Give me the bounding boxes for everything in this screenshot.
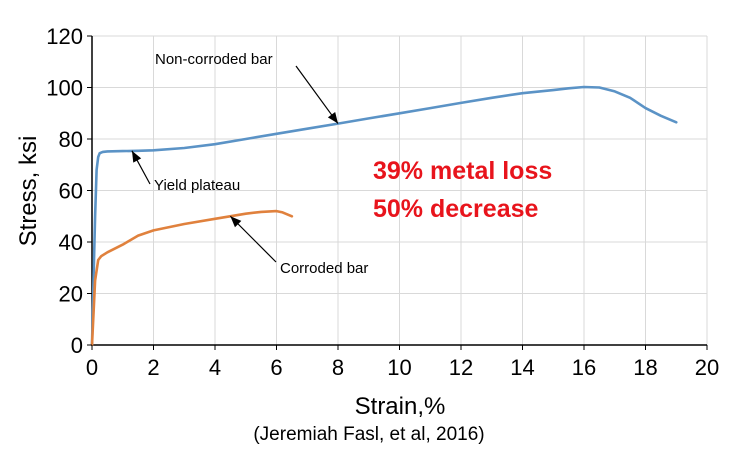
x-axis-title: Strain,% bbox=[355, 393, 446, 420]
annotation-non-corroded-bar: Non-corroded bar bbox=[155, 51, 273, 68]
arrow-yield-plateau bbox=[131, 150, 151, 185]
x-tick-label: 20 bbox=[695, 355, 719, 380]
y-tick-label: 60 bbox=[59, 179, 83, 204]
y-tick-label: 20 bbox=[59, 282, 83, 307]
x-tick-label: 18 bbox=[633, 355, 657, 380]
y-axis-title: Stress, ksi bbox=[15, 136, 42, 247]
series-layer bbox=[90, 85, 678, 347]
x-tick-label: 0 bbox=[86, 355, 98, 380]
annotation-arrows bbox=[131, 65, 339, 263]
x-tick-label: 16 bbox=[572, 355, 596, 380]
x-tick-label: 2 bbox=[147, 355, 159, 380]
series-line-non-corroded-bar bbox=[90, 85, 678, 347]
ticks: 0 2 4 6 8 10 12 14 16 18 20 0 20 40 60 80 100 120 bbox=[46, 24, 719, 380]
arrow-corroded-bar bbox=[229, 215, 277, 263]
x-tick-label: 4 bbox=[209, 355, 221, 380]
annotation-corroded-bar: Corroded bar bbox=[280, 260, 368, 277]
callout-metal-loss: 39% metal loss bbox=[373, 157, 552, 185]
citation: (Jeremiah Fasl, et al, 2016) bbox=[253, 424, 485, 445]
chart: 0 2 4 6 8 10 12 14 16 18 20 0 20 40 60 80 100 120 Strain,… bbox=[15, 24, 719, 420]
y-tick-label: 40 bbox=[59, 230, 83, 255]
series-line-corroded-bar bbox=[90, 209, 294, 347]
x-tick-label: 6 bbox=[270, 355, 282, 380]
y-tick-label: 0 bbox=[71, 333, 83, 358]
y-tick-label: 120 bbox=[46, 24, 83, 49]
x-tick-label: 8 bbox=[332, 355, 344, 380]
x-tick-label: 12 bbox=[449, 355, 473, 380]
y-tick-label: 100 bbox=[46, 76, 83, 101]
callout-decrease: 50% decrease bbox=[373, 195, 539, 223]
y-tick-label: 80 bbox=[59, 127, 83, 152]
x-tick-label: 10 bbox=[387, 355, 411, 380]
arrow-non-corroded-bar bbox=[295, 65, 339, 124]
x-tick-label: 14 bbox=[510, 355, 534, 380]
annotation-yield-plateau: Yield plateau bbox=[154, 177, 240, 194]
